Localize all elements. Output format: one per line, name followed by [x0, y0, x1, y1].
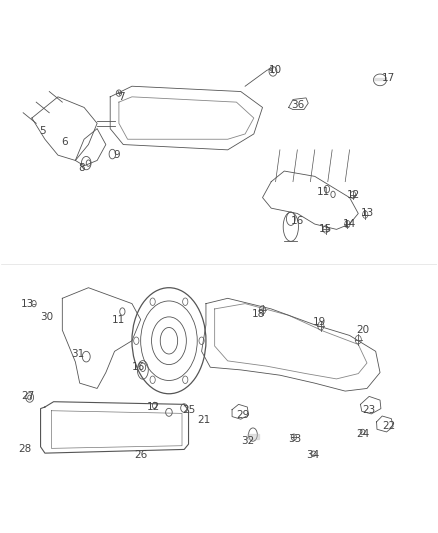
- Text: 13: 13: [360, 208, 374, 219]
- Text: 22: 22: [382, 421, 396, 431]
- Text: 6: 6: [61, 137, 68, 147]
- Text: 23: 23: [363, 405, 376, 415]
- Text: 13: 13: [21, 298, 34, 309]
- Text: 12: 12: [147, 402, 160, 412]
- Text: 8: 8: [78, 164, 85, 173]
- Text: 26: 26: [134, 450, 147, 460]
- Text: 27: 27: [21, 391, 34, 401]
- Text: 17: 17: [382, 73, 396, 83]
- Text: 7: 7: [118, 92, 124, 102]
- Text: 31: 31: [71, 349, 84, 359]
- Text: 18: 18: [251, 309, 265, 319]
- Text: 10: 10: [269, 66, 282, 75]
- Text: 15: 15: [319, 224, 332, 235]
- Text: 33: 33: [289, 434, 302, 444]
- Text: 25: 25: [182, 405, 195, 415]
- Text: 32: 32: [240, 437, 254, 447]
- Text: 11: 11: [112, 314, 126, 325]
- Text: 30: 30: [41, 312, 53, 322]
- Text: 29: 29: [237, 410, 250, 420]
- Text: 34: 34: [306, 450, 319, 460]
- Text: 14: 14: [343, 219, 356, 229]
- Text: 20: 20: [356, 325, 369, 335]
- Text: 24: 24: [356, 429, 369, 439]
- Text: 16: 16: [132, 362, 145, 372]
- Text: 28: 28: [19, 445, 32, 455]
- Text: 16: 16: [291, 216, 304, 227]
- Text: 36: 36: [291, 100, 304, 110]
- Text: 5: 5: [39, 126, 46, 136]
- Text: 12: 12: [347, 190, 360, 200]
- Text: 9: 9: [113, 150, 120, 160]
- Text: 11: 11: [317, 187, 330, 197]
- Text: 21: 21: [197, 415, 210, 425]
- Text: 19: 19: [312, 317, 326, 327]
